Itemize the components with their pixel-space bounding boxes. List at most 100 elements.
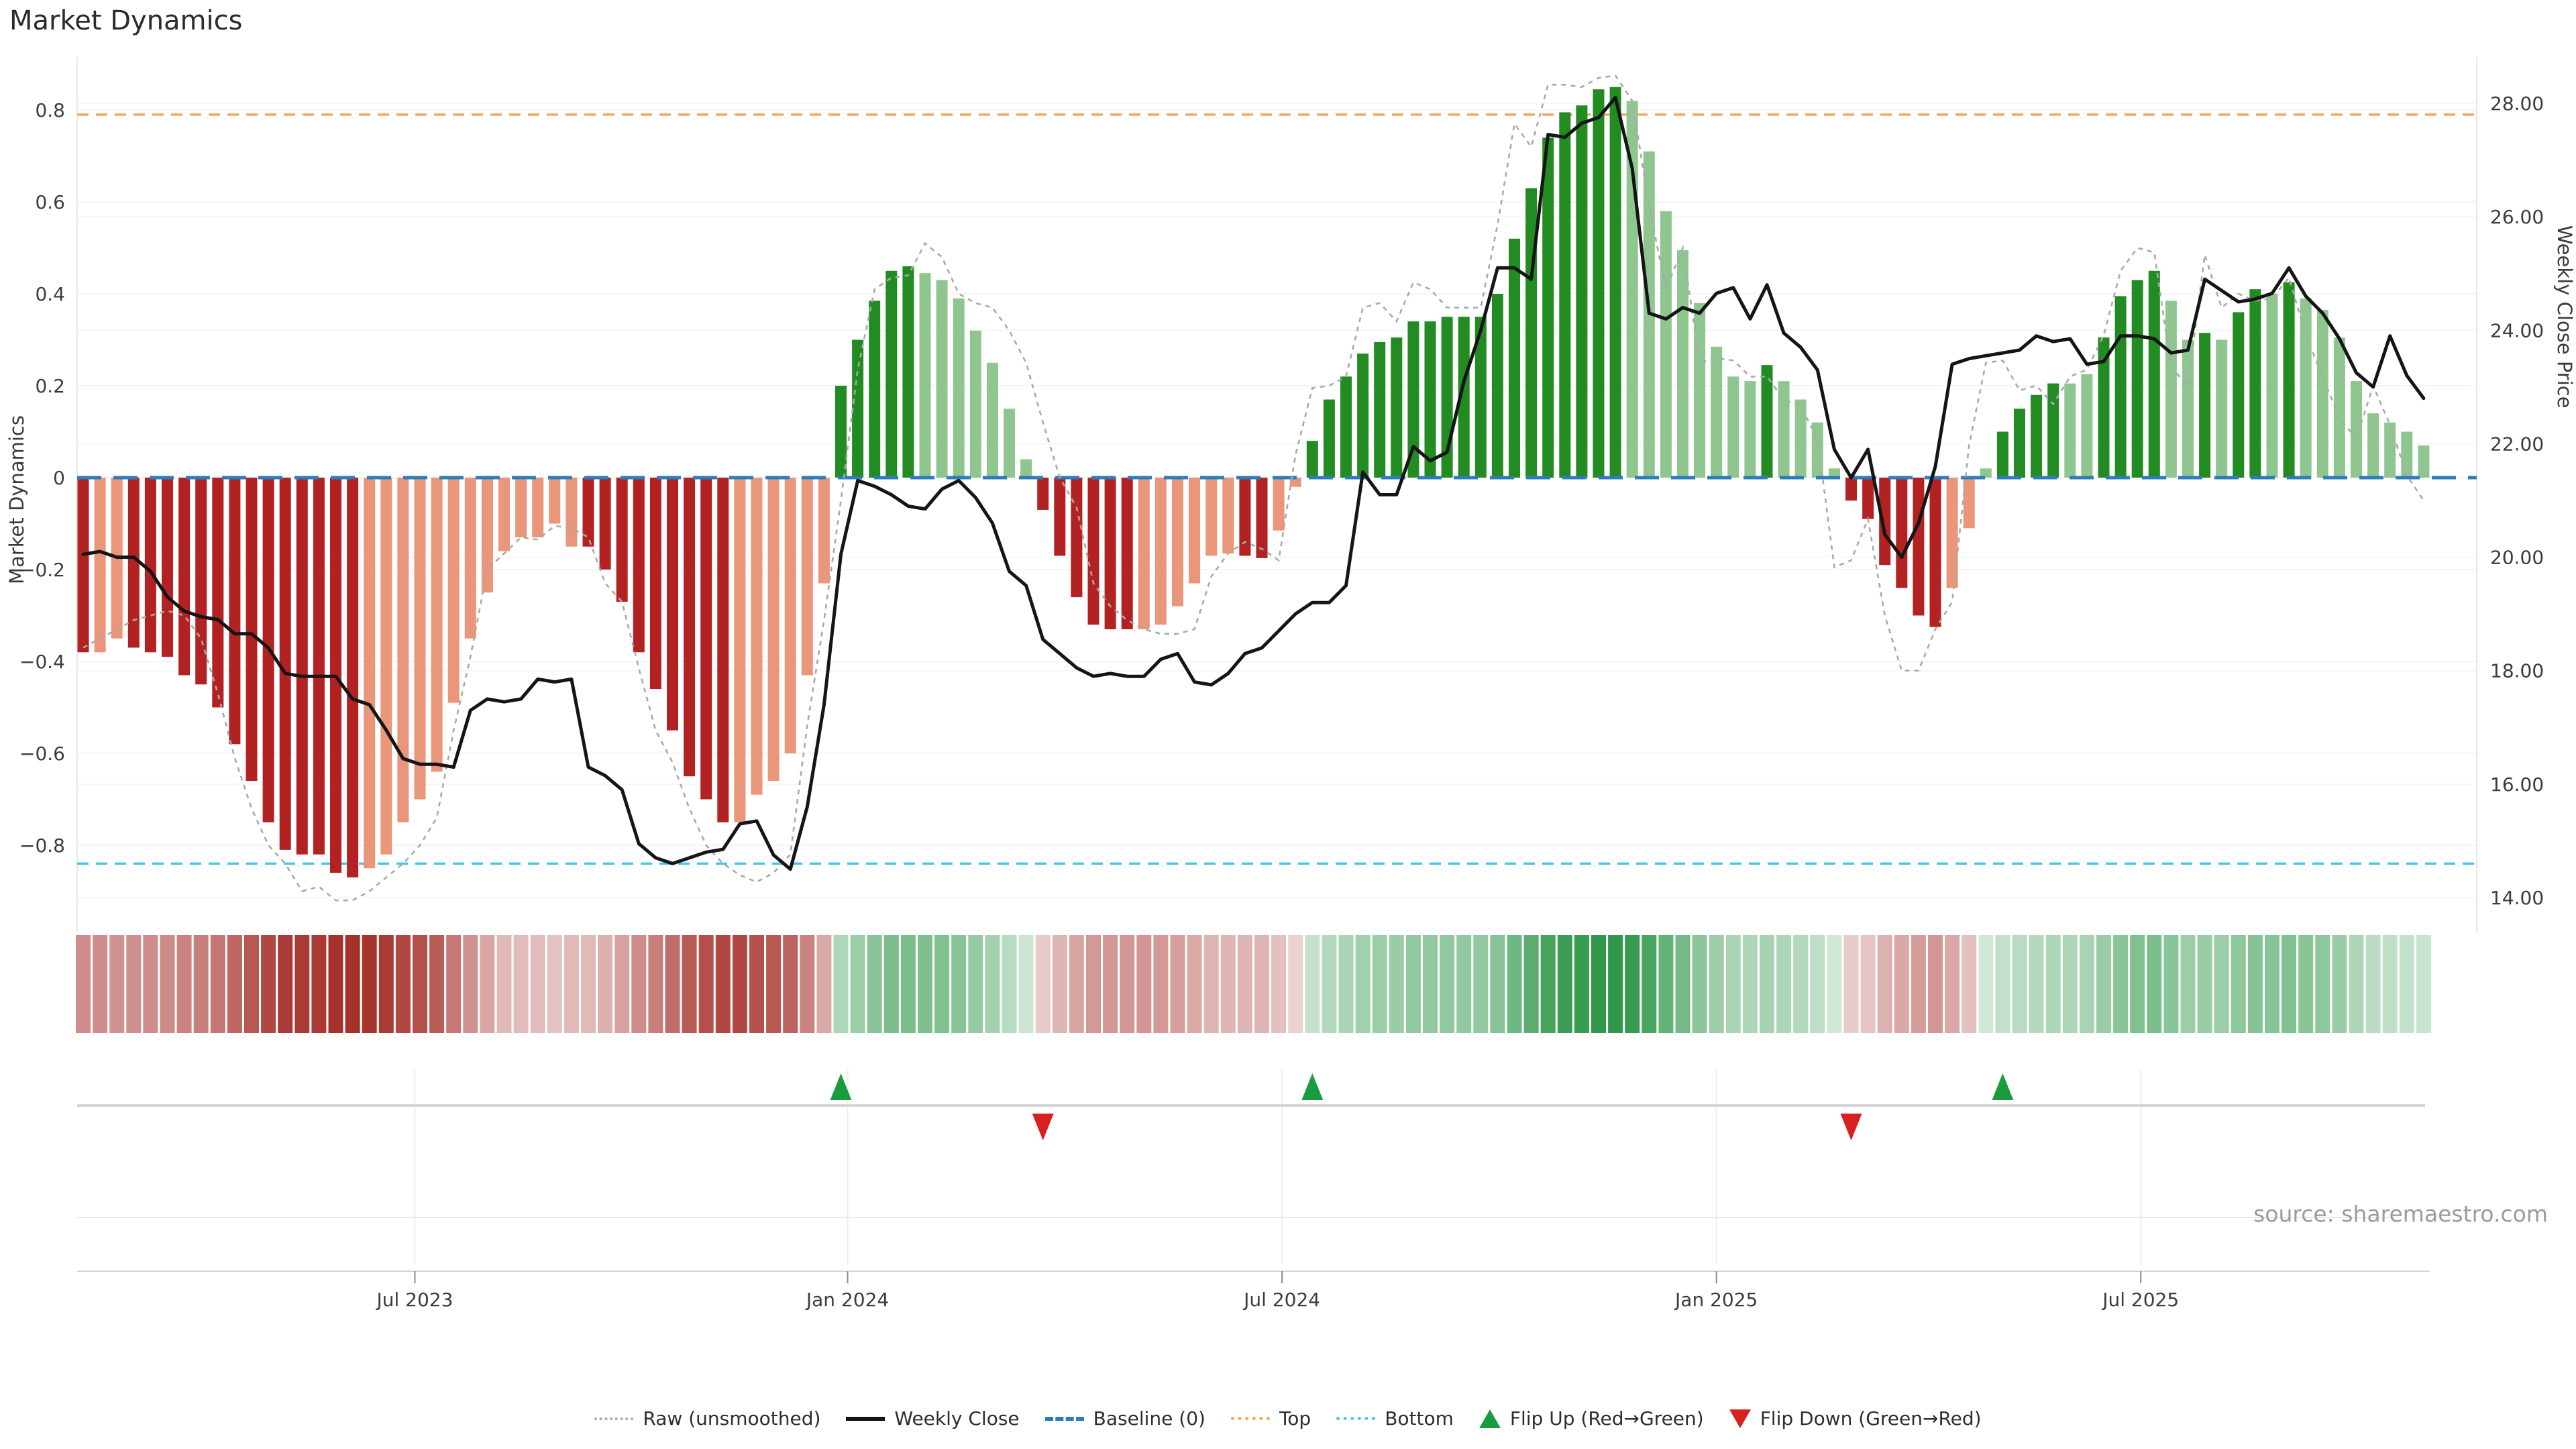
- bar: [2333, 337, 2345, 478]
- heatmap-cell: [1002, 935, 1017, 1033]
- heatmap-cell: [2298, 935, 2314, 1033]
- heatmap-cell: [2130, 935, 2145, 1033]
- bottom-line-swatch-icon: [1336, 1417, 1376, 1420]
- bar: [700, 478, 712, 800]
- heatmap-cell: [1305, 935, 1320, 1033]
- bar: [2283, 282, 2295, 478]
- heatmap-cell: [2012, 935, 2027, 1033]
- bar: [1071, 478, 1083, 598]
- heatmap-cell: [2147, 935, 2162, 1033]
- bar: [77, 478, 89, 653]
- bar: [1996, 431, 2008, 478]
- heatmap-cell: [665, 935, 680, 1033]
- bar: [1896, 478, 1908, 588]
- heatmap-cell: [1035, 935, 1051, 1033]
- bar: [1811, 422, 1823, 478]
- bar: [734, 478, 746, 822]
- bar: [1054, 478, 1066, 556]
- flip-down-marker: [1032, 1114, 1054, 1140]
- heatmap-cell: [1894, 935, 1909, 1033]
- bar: [1509, 238, 1520, 478]
- heatmap-cell: [261, 935, 276, 1033]
- heatmap-cell: [429, 935, 445, 1033]
- bar: [582, 478, 594, 547]
- x-tick-label: Jan 2024: [805, 1289, 889, 1311]
- heatmap-cell: [1254, 935, 1269, 1033]
- heatmap-cell: [648, 935, 663, 1033]
- bar: [633, 478, 645, 653]
- raw-line-swatch-icon: [594, 1417, 634, 1420]
- bar: [1761, 365, 1773, 478]
- heatmap-cell: [2029, 935, 2044, 1033]
- heatmap-cell: [934, 935, 950, 1033]
- heatmap-cell: [2416, 935, 2431, 1033]
- bar: [1929, 478, 1941, 627]
- heatmap-cell: [1827, 935, 1842, 1033]
- heatmap-cell: [1473, 935, 1489, 1033]
- heatmap-cell: [766, 935, 782, 1033]
- heatmap-cell: [1523, 935, 1539, 1033]
- heatmap-cell: [413, 935, 427, 1033]
- heatmap-cell: [1742, 935, 1758, 1033]
- heatmap-cell: [76, 935, 91, 1033]
- heatmap-cell: [2365, 935, 2381, 1033]
- heatmap-cell: [1928, 935, 1943, 1033]
- bar: [2351, 381, 2362, 478]
- heatmap-cell: [1860, 935, 1876, 1033]
- heatmap-cell: [985, 935, 1000, 1033]
- bar: [1357, 354, 1369, 478]
- bar: [1794, 399, 1807, 478]
- bar: [1913, 478, 1925, 616]
- heatmap-cell: [1540, 935, 1556, 1033]
- bar: [94, 478, 106, 653]
- bar: [532, 478, 544, 538]
- heatmap-cell: [1120, 935, 1135, 1033]
- bar: [1727, 376, 1739, 478]
- bar: [2266, 294, 2278, 478]
- heatmap-cell: [1456, 935, 1472, 1033]
- bar: [1828, 468, 1840, 478]
- left-tick-label: −0.4: [19, 651, 65, 673]
- bar: [1205, 478, 1218, 556]
- baseline-swatch-icon: [1044, 1416, 1084, 1421]
- heatmap-cell: [2382, 935, 2398, 1033]
- bar: [1660, 211, 1672, 478]
- heatmap-cell: [1389, 935, 1404, 1033]
- legend-label: Baseline (0): [1093, 1407, 1205, 1430]
- heatmap-cell: [93, 935, 108, 1033]
- bar: [1340, 376, 1352, 478]
- heatmap-cell: [1591, 935, 1606, 1033]
- heatmap-cell: [1995, 935, 2010, 1033]
- right-tick-label: 16.00: [2490, 773, 2544, 796]
- bar: [1222, 478, 1234, 554]
- heatmap-cell: [530, 935, 545, 1033]
- legend-label: Top: [1279, 1407, 1311, 1430]
- heatmap-cell: [715, 935, 731, 1033]
- heatmap-cell: [1322, 935, 1337, 1033]
- left-tick-label: 0.4: [35, 283, 65, 305]
- flip-up-marker: [1992, 1073, 2014, 1100]
- bar: [2233, 312, 2245, 478]
- heatmap-cell: [1086, 935, 1101, 1033]
- legend-label: Bottom: [1385, 1407, 1454, 1430]
- bar: [1862, 478, 1874, 519]
- bar: [969, 330, 981, 478]
- left-tick-label: 0.2: [35, 375, 65, 397]
- left-tick-label: 0.6: [35, 191, 65, 213]
- bar: [885, 270, 898, 478]
- heatmap-cell: [244, 935, 259, 1033]
- heatmap-cell: [1877, 935, 1892, 1033]
- bar: [229, 478, 241, 745]
- heatmap-cell: [1776, 935, 1792, 1033]
- bar: [2300, 298, 2312, 478]
- legend-item-baseline: Baseline (0): [1044, 1407, 1205, 1430]
- heatmap-cell: [278, 935, 293, 1033]
- heatmap-cell: [1355, 935, 1371, 1033]
- heatmap-cell: [2163, 935, 2179, 1033]
- heatmap-cell: [463, 935, 478, 1033]
- raw-line: [83, 74, 2424, 902]
- bar: [2165, 301, 2177, 478]
- bar: [919, 273, 931, 478]
- bar: [2081, 374, 2093, 478]
